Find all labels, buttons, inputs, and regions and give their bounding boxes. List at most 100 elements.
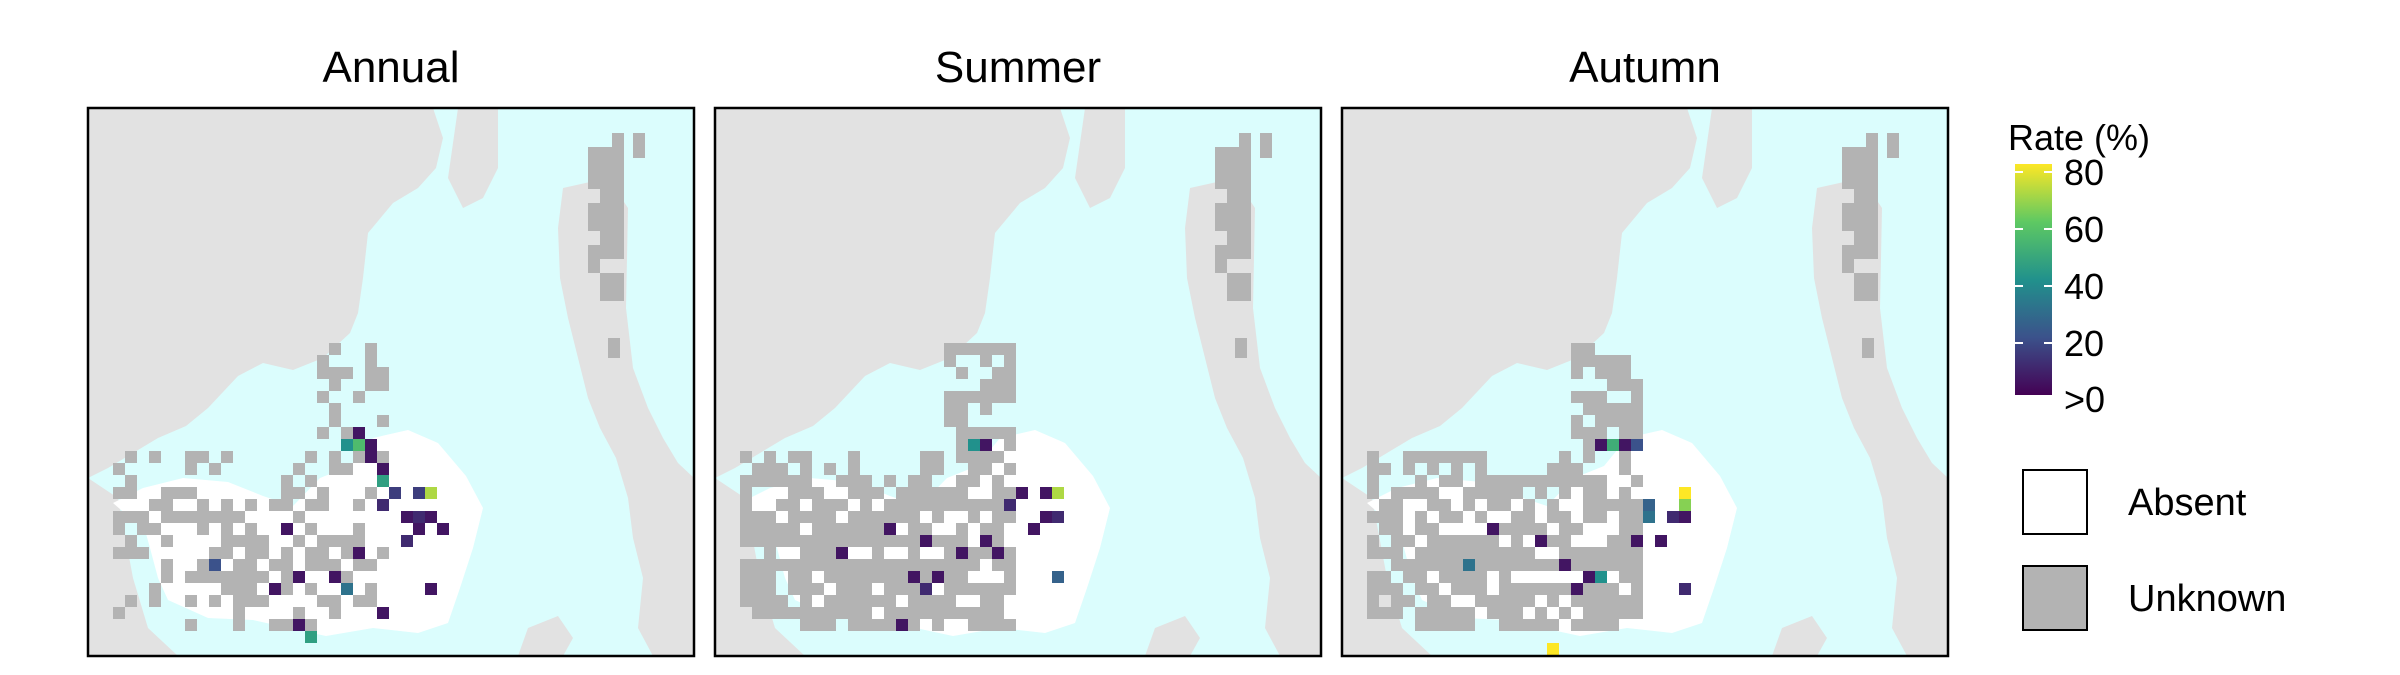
unknown-cell (752, 559, 764, 571)
unknown-cell (800, 487, 812, 499)
unknown-cell (1367, 511, 1379, 523)
unknown-cell (1451, 451, 1463, 463)
rate-cell (1667, 511, 1679, 523)
land-north-spit (1702, 108, 1752, 208)
rate-cell (1595, 571, 1607, 583)
unknown-cell (956, 427, 968, 439)
land-island (518, 616, 573, 656)
unknown-cell (788, 571, 800, 583)
unknown-cell (980, 547, 992, 559)
unknown-cell (740, 571, 752, 583)
unknown-cell (1475, 475, 1487, 487)
unknown-cell (125, 451, 137, 463)
unknown-cell (872, 547, 884, 559)
unknown-cell (968, 343, 980, 355)
unknown-cell (908, 511, 920, 523)
unknown-cell (1547, 475, 1559, 487)
rate-cell (1052, 511, 1064, 523)
unknown-cell (1463, 619, 1475, 631)
unknown-cell (860, 535, 872, 547)
rate-cell (425, 583, 437, 595)
unknown-cell (365, 343, 377, 355)
unknown-cell (908, 619, 920, 631)
unknown-cell (1619, 535, 1631, 547)
unknown-cell (1451, 511, 1463, 523)
unknown-cell (161, 571, 173, 583)
land-island (1145, 616, 1200, 656)
unknown-cell (860, 523, 872, 535)
unknown-cell (209, 595, 221, 607)
unknown-cell (1619, 499, 1631, 511)
unknown-cell (992, 595, 1004, 607)
unknown-cell (1511, 547, 1523, 559)
unknown-cell (788, 607, 800, 619)
unknown-cell (932, 511, 944, 523)
map-panel-autumn: Autumn (1340, 43, 1950, 658)
unknown-cell (920, 559, 932, 571)
unknown-cell (612, 189, 624, 203)
unknown-cell (1619, 595, 1631, 607)
unknown-cell (956, 583, 968, 595)
unknown-cell (1631, 475, 1643, 487)
colorbar-tick-label: 40 (2064, 266, 2104, 307)
unknown-cell (824, 511, 836, 523)
unknown-cell (1004, 379, 1016, 391)
unknown-cell (365, 379, 377, 391)
unknown-cell (149, 499, 161, 511)
unknown-cell (1004, 571, 1016, 583)
unknown-cell (1379, 499, 1391, 511)
unknown-cell (740, 451, 752, 463)
unknown-cell (1403, 451, 1415, 463)
unknown-cell (992, 499, 1004, 511)
unknown-cell (1451, 547, 1463, 559)
unknown-cell (1415, 583, 1427, 595)
unknown-cell (968, 451, 980, 463)
unknown-cell (137, 547, 149, 559)
rate-cell (1016, 487, 1028, 499)
unknown-cell (1239, 133, 1251, 147)
unknown-cell (1415, 607, 1427, 619)
unknown-cell (860, 571, 872, 583)
colorbar-tick-label: 20 (2064, 323, 2104, 364)
unknown-cell (788, 487, 800, 499)
unknown-cell (588, 175, 600, 189)
unknown-cell (836, 535, 848, 547)
unknown-cell (944, 571, 956, 583)
rate-cell (293, 571, 305, 583)
unknown-cell (1391, 595, 1403, 607)
unknown-cell (305, 451, 317, 463)
unknown-cell (1595, 511, 1607, 523)
unknown-cell (317, 355, 329, 367)
unknown-cell (281, 547, 293, 559)
unknown-cell (884, 559, 896, 571)
unknown-cell (1227, 245, 1239, 259)
rate-cells (209, 427, 449, 643)
unknown-cell (1571, 463, 1583, 475)
unknown-cell (920, 451, 932, 463)
unknown-cell (1439, 451, 1451, 463)
unknown-cell (992, 607, 1004, 619)
unknown-cell (992, 583, 1004, 595)
unknown-cell (185, 451, 197, 463)
rate-cell (377, 499, 389, 511)
unknown-cell (1559, 463, 1571, 475)
unknown-cell (1571, 415, 1583, 427)
unknown-cell (1854, 217, 1866, 231)
unknown-cell (752, 475, 764, 487)
unknown-cell (1619, 451, 1631, 463)
unknown-cell (269, 559, 281, 571)
rate-cell (1004, 499, 1016, 511)
unknown-cell (305, 559, 317, 571)
unknown-cell (161, 499, 173, 511)
unknown-cell (920, 475, 932, 487)
unknown-cell (848, 535, 860, 547)
unknown-cell (125, 511, 137, 523)
unknown-cell (1499, 487, 1511, 499)
unknown-cell (920, 571, 932, 583)
unknown-cell (612, 217, 624, 231)
unknown-cell (1631, 559, 1643, 571)
unknown-cell (1367, 595, 1379, 607)
unknown-cell (1427, 523, 1439, 535)
unknown-cell (1619, 511, 1631, 523)
unknown-cell (293, 607, 305, 619)
